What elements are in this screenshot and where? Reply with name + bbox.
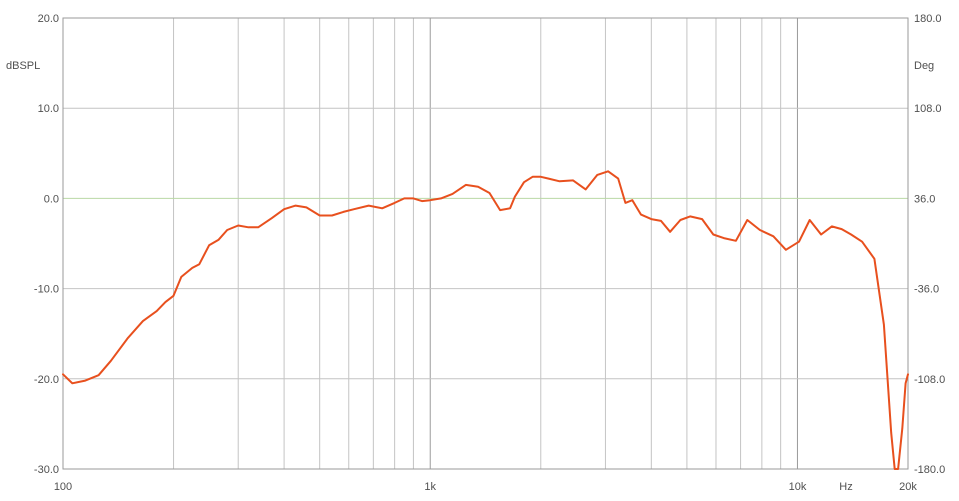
y-tick-label: -30.0 [34,464,59,476]
x-unit-label: Hz [839,481,852,493]
y-tick-label: 10.0 [38,103,59,115]
y2-tick-label: 180.0 [914,13,942,25]
y-axis-label: dBSPL [6,60,40,72]
y-tick-label: -10.0 [34,284,59,296]
y-tick-label: 20.0 [38,13,59,25]
x-tick-label: 100 [54,481,72,493]
x-tick-label: 20k [899,481,917,493]
y2-tick-label: -36.0 [914,284,939,296]
y-tick-label: -20.0 [34,374,59,386]
y2-tick-label: 108.0 [914,103,942,115]
y2-tick-label: 36.0 [914,193,935,205]
x-tick-label: 10k [789,481,807,493]
y2-tick-label: -180.0 [914,464,945,476]
y-tick-label: 0.0 [44,193,59,205]
y2-tick-label: -108.0 [914,374,945,386]
y2-axis-label: Deg [914,60,934,72]
x-tick-label: 1k [424,481,436,493]
